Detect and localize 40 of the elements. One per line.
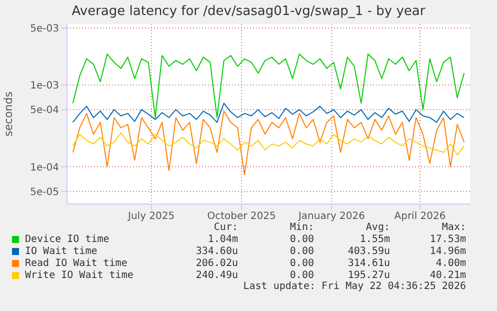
legend-label: Read IO Wait time — [25, 258, 128, 268]
text: 206.02u — [194, 258, 238, 268]
x-tick-label: April 2026 — [394, 211, 446, 222]
text: 403.59u — [346, 246, 390, 256]
text: Max: — [440, 222, 466, 233]
line-series — [72, 102, 465, 123]
text: Cur: — [212, 222, 238, 233]
text: 40.21m — [428, 270, 466, 280]
y-tick-label: 5e-04 — [30, 105, 59, 116]
line-series — [72, 54, 465, 118]
text: 0.00 — [288, 246, 314, 256]
text: 334.60u — [194, 246, 238, 256]
y-tick-label: 1e-03 — [30, 80, 59, 92]
text: 0.00 — [288, 270, 314, 280]
legend-label: Write IO Wait time — [25, 270, 134, 280]
text: 17.53m — [428, 234, 466, 244]
text: 0.00 — [288, 258, 314, 268]
legend-label: Device IO time — [25, 234, 110, 244]
y-tick-label: 1e-04 — [30, 162, 59, 174]
line-series — [72, 110, 465, 176]
chart-title: Average latency for /dev/sasag01-vg/swap_1 - by year — [70, 4, 426, 21]
line-series — [72, 132, 465, 156]
y-tick-label: 5e-05 — [30, 186, 59, 198]
y-tick-label: 5e-03 — [30, 24, 59, 35]
text: Last update: Fri May 22 04:36:25 2026 — [242, 281, 466, 292]
text: 240.49u — [194, 270, 238, 280]
legend-label: IO Wait time — [25, 246, 98, 256]
y-axis-title: seconds — [2, 91, 15, 136]
text: Avg: — [364, 222, 390, 233]
x-tick-label: July 2025 — [127, 211, 175, 222]
text: Min: — [288, 222, 314, 233]
x-tick-label: October 2025 — [207, 211, 276, 222]
text: 1.55m — [358, 234, 390, 244]
text: 14.96m — [428, 246, 466, 256]
text: 1.04m — [206, 234, 238, 244]
text: 314.61u — [346, 258, 390, 268]
x-tick-label: January 2026 — [297, 211, 366, 222]
text: 4.00m — [434, 258, 466, 268]
text: 195.27u — [346, 270, 390, 280]
text: 0.00 — [288, 234, 314, 244]
